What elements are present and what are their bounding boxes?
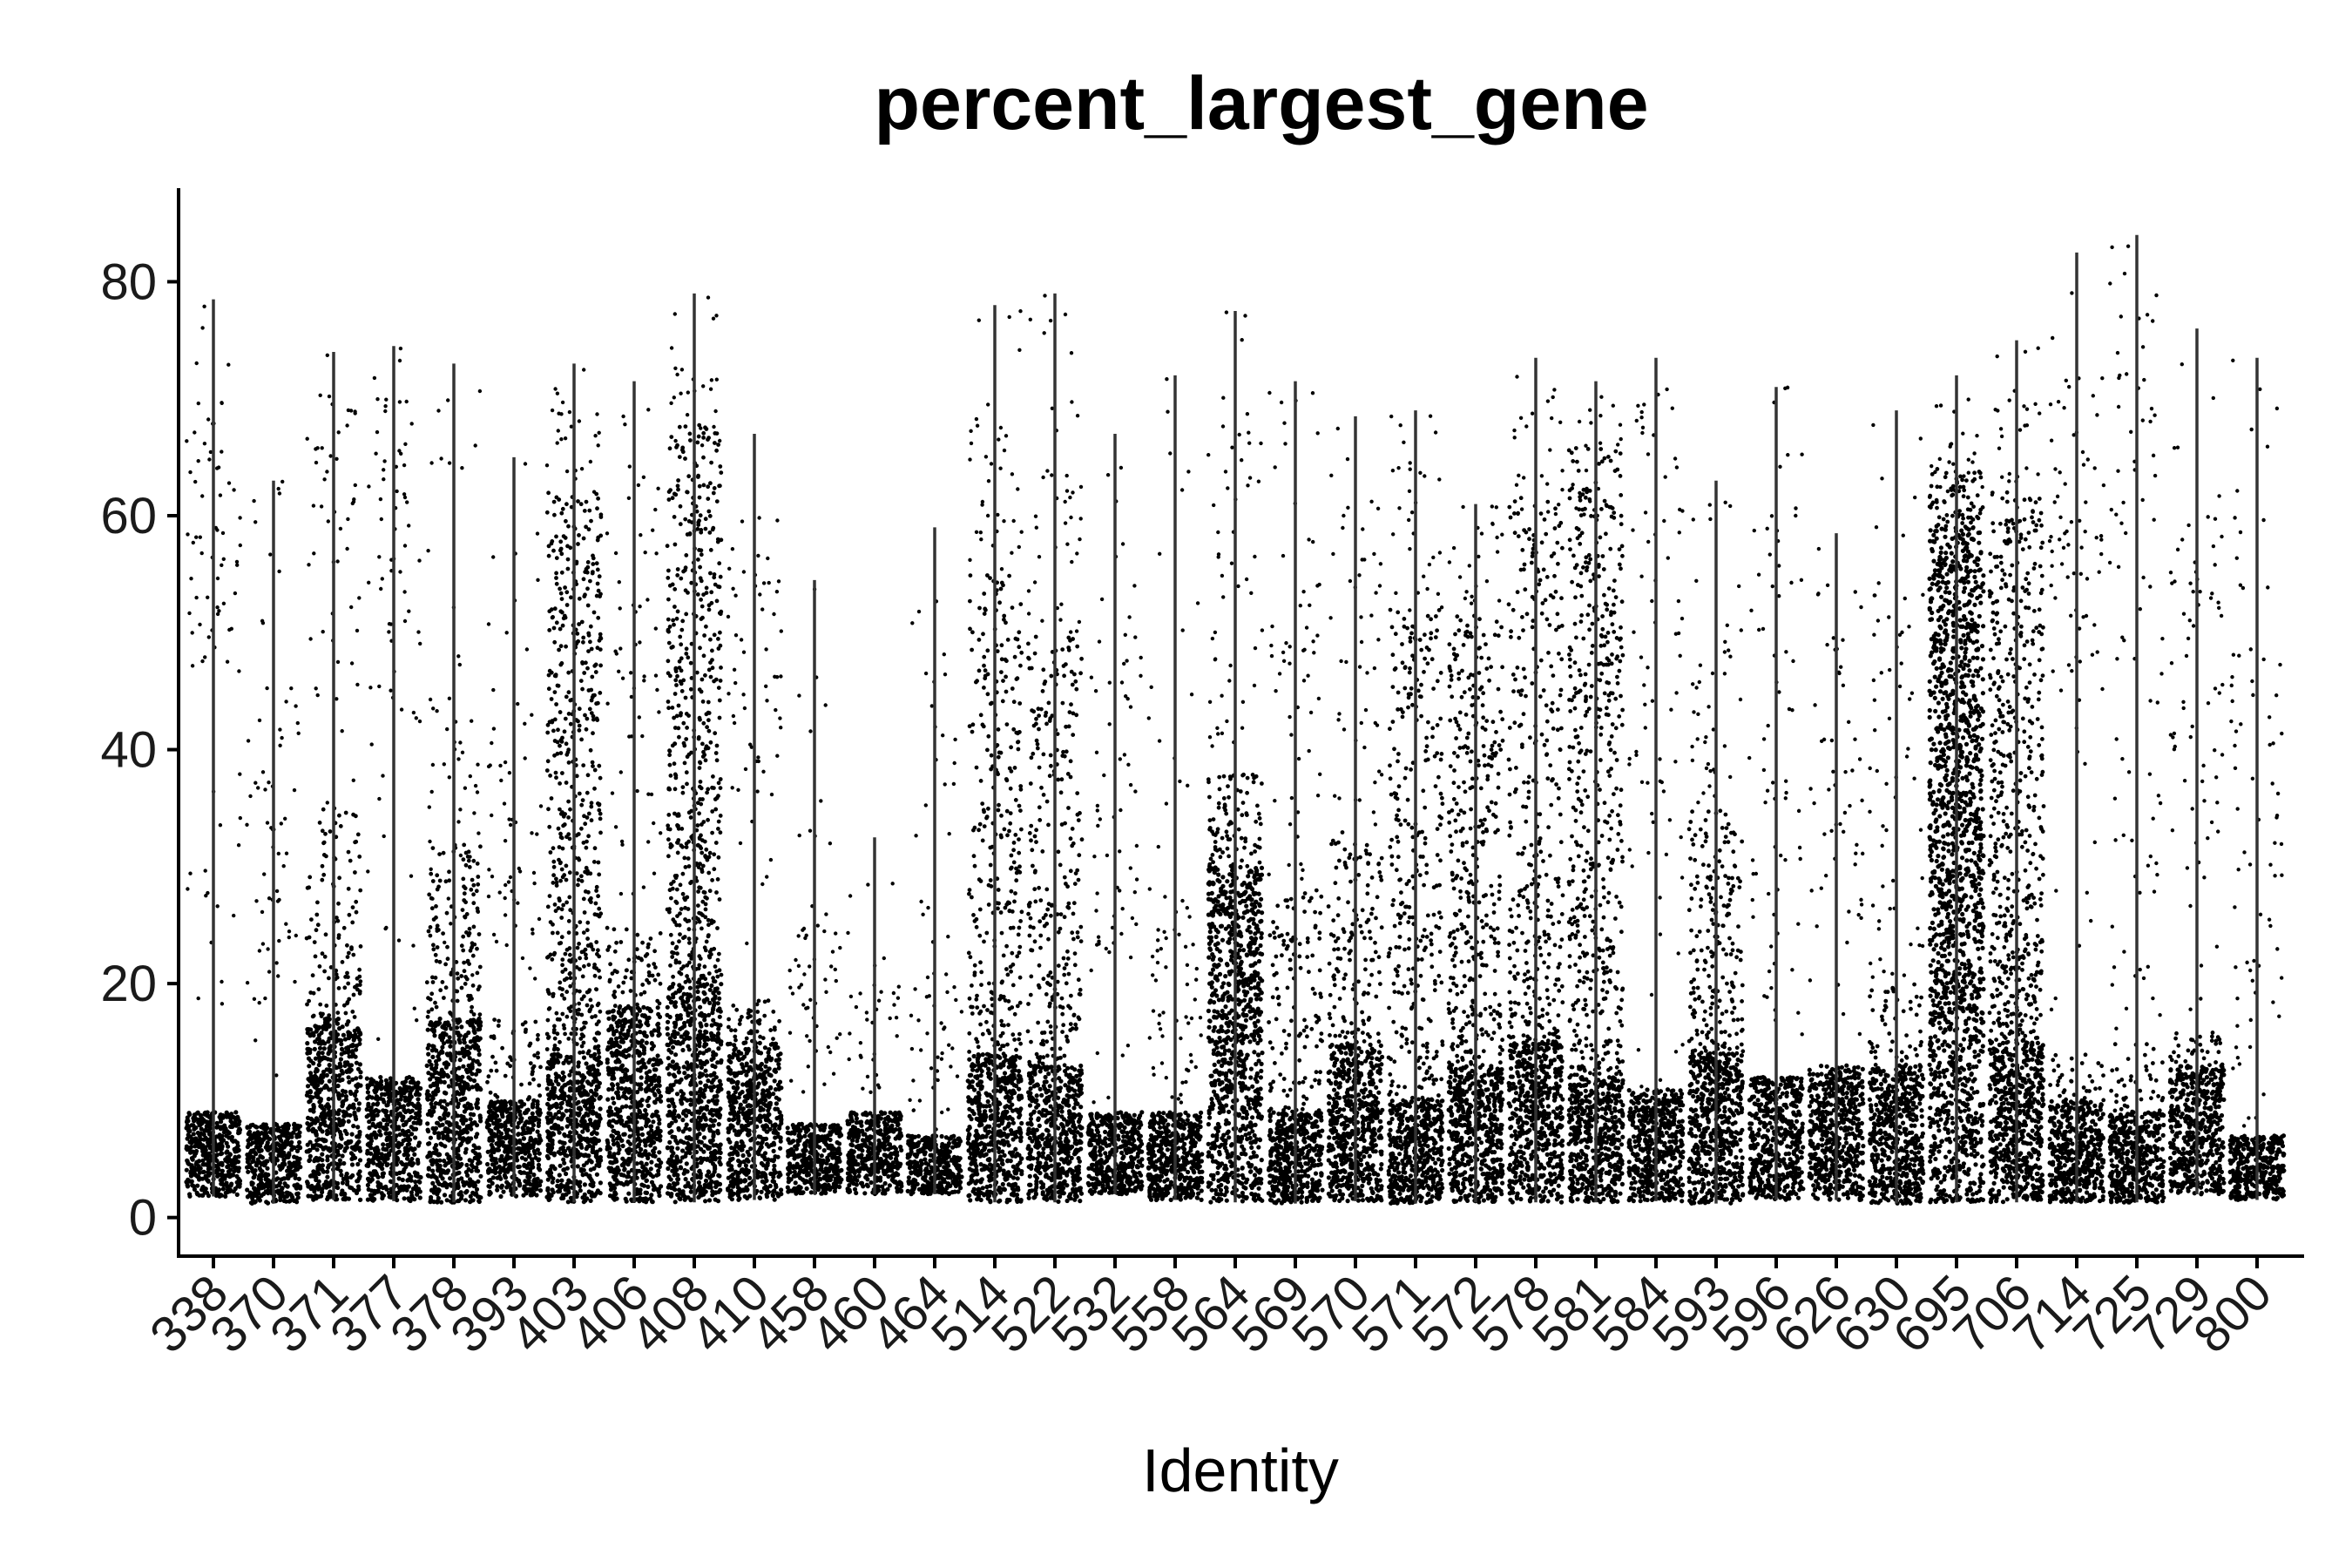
group-378-dots xyxy=(424,389,483,1205)
group-695-dots xyxy=(1927,397,1986,1205)
group-370-dots xyxy=(245,479,303,1206)
group-370-points xyxy=(245,479,303,1206)
group-460-dots xyxy=(845,882,904,1197)
group-558-dots xyxy=(1146,377,1205,1203)
group-571-points xyxy=(1386,414,1445,1206)
points-layer xyxy=(184,244,2287,1206)
group-403-dots xyxy=(544,368,604,1205)
group-403-points xyxy=(544,368,604,1205)
group-371-dots xyxy=(304,353,363,1202)
group-514-points xyxy=(965,309,1024,1205)
y-tick-label: 40 xyxy=(100,722,157,779)
x-ticks: 3383703713773783934034064084104584604645… xyxy=(139,1256,2282,1364)
x-axis-title: Identity xyxy=(1142,1436,1339,1504)
x-tick-label: 800 xyxy=(2183,1264,2282,1363)
group-406-points xyxy=(605,408,664,1205)
group-393-dots xyxy=(484,462,544,1200)
group-377-points xyxy=(364,346,423,1204)
group-460-points xyxy=(845,882,904,1197)
range-lines-layer xyxy=(212,234,2259,1204)
chart-title: percent_largest_gene xyxy=(874,62,1648,145)
group-393-points xyxy=(484,462,544,1200)
y-tick-label: 80 xyxy=(100,253,157,310)
group-725-points xyxy=(2107,244,2166,1205)
group-532-points xyxy=(1085,465,1145,1197)
group-410-dots xyxy=(726,516,784,1202)
group-558-points xyxy=(1146,377,1205,1203)
y-ticks: 0 20 40 60 80 xyxy=(100,253,179,1247)
group-522-dots xyxy=(1025,294,1085,1205)
group-532-dots xyxy=(1085,465,1145,1197)
y-tick-label: 20 xyxy=(100,956,157,1012)
group-458-dots xyxy=(785,587,844,1196)
group-695-points xyxy=(1927,397,1986,1205)
y-tick-label: 60 xyxy=(100,488,157,544)
group-514-dots xyxy=(965,309,1024,1205)
group-572-points xyxy=(1446,504,1505,1205)
group-572-dots xyxy=(1446,504,1505,1205)
group-581-points xyxy=(1566,395,1625,1205)
group-630-dots xyxy=(1867,422,1926,1206)
group-464-points xyxy=(905,599,964,1197)
group-584-dots xyxy=(1626,387,1686,1204)
group-371-points xyxy=(304,353,363,1202)
group-458-points xyxy=(785,587,844,1196)
group-584-points xyxy=(1626,387,1686,1204)
group-571-dots xyxy=(1386,414,1445,1206)
group-464-dots xyxy=(905,599,964,1197)
y-tick-label: 0 xyxy=(129,1190,157,1247)
group-581-dots xyxy=(1566,395,1625,1205)
group-729-dots xyxy=(2167,362,2227,1197)
group-630-points xyxy=(1867,422,1926,1206)
group-378-points xyxy=(424,389,483,1205)
group-377-dots xyxy=(364,346,423,1204)
group-406-dots xyxy=(605,408,664,1205)
group-522-points xyxy=(1025,294,1085,1205)
group-564-points xyxy=(1206,310,1265,1205)
group-410-points xyxy=(726,516,784,1202)
group-564-dots xyxy=(1206,310,1265,1205)
group-729-points xyxy=(2167,362,2227,1197)
group-725-dots xyxy=(2107,244,2166,1205)
